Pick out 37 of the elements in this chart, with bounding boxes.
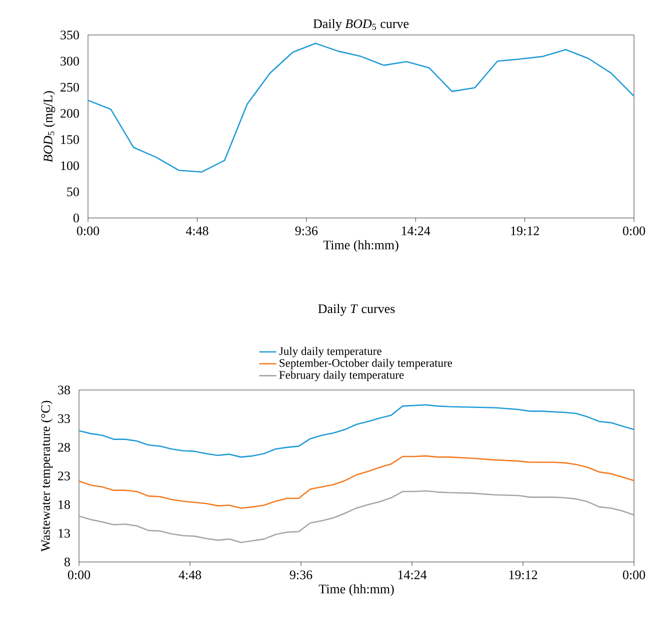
- x-tick-label: 4:48: [186, 226, 208, 236]
- x-tick-label: 19:12: [509, 570, 538, 580]
- legend-label: July daily temperature: [279, 346, 382, 358]
- x-tick-label: 0:00: [68, 570, 90, 580]
- y-tick-label: 300: [60, 56, 79, 66]
- y-tick-label: 18: [58, 500, 70, 510]
- x-tick-label: 0:00: [622, 226, 646, 236]
- y-tick-label: 150: [61, 135, 79, 144]
- y-tick-label: 38: [58, 386, 70, 394]
- x-tick-label: 9:36: [290, 570, 312, 580]
- x-axis-title: Time (hh:mm): [318, 584, 394, 596]
- y-tick-label: 200: [60, 109, 79, 118]
- x-tick-label: 14:24: [398, 570, 427, 580]
- y-tick-label: 8: [64, 558, 70, 566]
- y-axis-title: Wastewater temperature (°C): [40, 400, 53, 552]
- x-axis-title: Time (hh:mm): [323, 240, 398, 252]
- y-tick-label: 0: [73, 214, 79, 222]
- y-tick-label: 350: [60, 30, 79, 40]
- y-tick-label: 33: [58, 414, 70, 424]
- x-tick-label: 4:48: [178, 570, 202, 580]
- y-tick-label: 250: [60, 82, 79, 92]
- x-tick-label: 0:00: [76, 226, 100, 236]
- y-tick-label: 13: [58, 528, 70, 538]
- y-tick-label: 100: [61, 161, 79, 170]
- y-tick-label: 23: [58, 472, 70, 480]
- chart-title: Daily T curves: [318, 304, 395, 316]
- chart-title: Daily BOD$_{5}$ curve: [313, 18, 409, 31]
- x-tick-label: 0:00: [622, 570, 646, 580]
- y-tick-label: 50: [67, 187, 79, 196]
- x-tick-label: 19:12: [511, 226, 539, 236]
- x-tick-label: 14:24: [402, 226, 430, 236]
- legend-label: September-October daily temperature: [280, 358, 452, 370]
- y-tick-label: 28: [58, 442, 70, 452]
- x-tick-label: 9:36: [295, 226, 318, 236]
- line-series: [88, 42, 634, 173]
- legend-label: February daily temperature: [279, 370, 404, 382]
- y-axis-title: BOD$_{5}$ (mg/L): [43, 91, 56, 162]
